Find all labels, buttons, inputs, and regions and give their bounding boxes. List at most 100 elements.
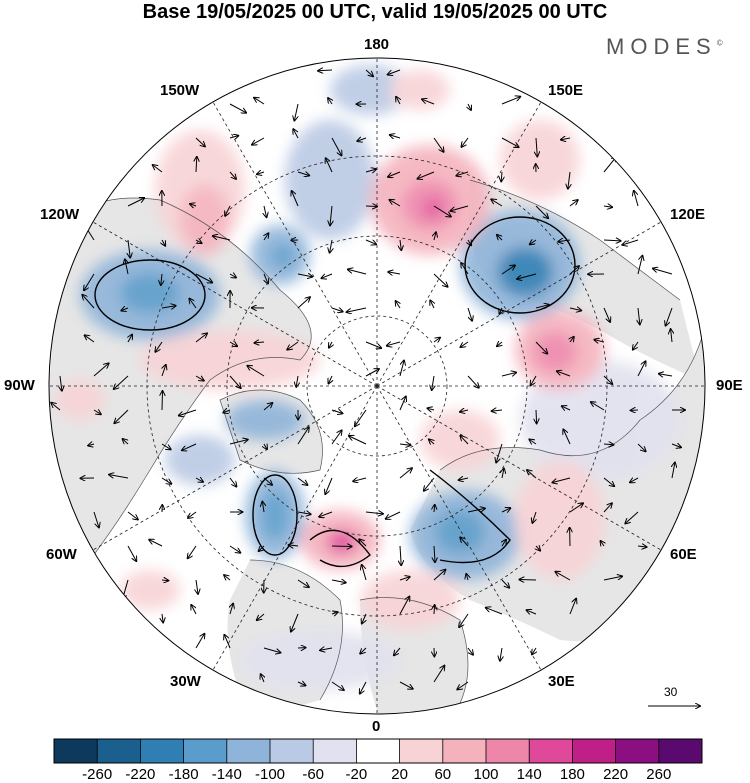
wind-arrow [128, 335, 132, 343]
wind-arrow [252, 137, 265, 145]
wind-arrow [82, 295, 95, 309]
wind-arrow [189, 299, 197, 309]
wind-arrow [297, 682, 306, 686]
wind-arrow [331, 681, 344, 690]
wind-arrow [229, 545, 240, 553]
wind-arrow [433, 273, 448, 287]
wind-arrow [109, 475, 129, 479]
wind-arrow [331, 137, 342, 155]
wind-arrow [468, 103, 471, 110]
wind-arrow [114, 375, 129, 389]
wind-arrow [326, 158, 333, 173]
colorbar-swatch [356, 739, 400, 763]
wind-arrow [467, 375, 479, 388]
wind-arrow [630, 478, 639, 482]
wind-arrow [365, 369, 379, 377]
wind-arrow [659, 374, 673, 376]
wind-arrow [195, 137, 205, 146]
wind-arrow [153, 165, 163, 173]
colorbar-tick-label: 20 [391, 766, 408, 783]
wind-arrow [637, 361, 646, 377]
wind-arrow [196, 579, 198, 594]
wind-arrow [459, 478, 469, 480]
graticule [49, 58, 705, 714]
colorbar-tick-label: -260 [82, 766, 113, 783]
colorbar-swatch [658, 739, 703, 763]
wind-arrow [400, 545, 401, 565]
wind-arrow [319, 511, 333, 517]
wind-arrow [501, 265, 515, 275]
wind-arrow [229, 342, 237, 346]
wind-arrow [557, 371, 571, 377]
wind-arrow [424, 477, 435, 491]
wind-arrow [394, 647, 401, 655]
wind-arrow [422, 99, 435, 105]
wind-arrow [467, 647, 473, 655]
wind-arrow [388, 69, 401, 75]
wind-arrow [467, 508, 485, 513]
wind-arrow [536, 409, 537, 423]
modes-logo: MODES© [606, 34, 723, 59]
wind-arrow [359, 539, 367, 547]
wind-arrow [292, 191, 299, 207]
wind-arrow [229, 274, 236, 278]
wind-arrow [633, 341, 639, 350]
lon-label-60w: 60W [46, 546, 77, 563]
wind-arrow [399, 577, 410, 580]
wind-arrow [360, 647, 367, 654]
wind-arrow [555, 572, 571, 581]
wind-arrow [517, 273, 537, 279]
wind-arrow [297, 427, 309, 445]
colorbar-frame [53, 738, 703, 764]
wind-arrow [229, 103, 246, 113]
wind-arrow [569, 308, 581, 311]
wind-arrow [390, 135, 401, 138]
wind-arrow [502, 540, 506, 547]
wind-arrow [329, 341, 332, 348]
wind-arrow [501, 373, 516, 377]
colorbar-tick-label: 140 [516, 766, 542, 783]
wind-arrow [622, 239, 639, 245]
wind-arrow [569, 266, 579, 275]
wind-arrow [569, 599, 576, 615]
wind-arrow [365, 341, 381, 348]
wind-arrow [365, 169, 376, 172]
wind-arrow [568, 171, 570, 189]
wind-arrow [161, 273, 162, 285]
wind-arrow [460, 436, 469, 445]
wind-arrow [535, 305, 549, 308]
colorbar-swatch [270, 739, 314, 763]
wind-arrow [430, 301, 434, 309]
wind-arrow [229, 440, 248, 445]
wind-arrow [297, 274, 312, 277]
wind-arrow [603, 503, 612, 513]
wind-arrow [399, 468, 412, 479]
wind-arrow [262, 502, 264, 513]
wind-arrow [433, 666, 444, 683]
wind-arrow [195, 333, 207, 343]
wind-arrow [501, 508, 510, 512]
wind-arrow [432, 375, 434, 390]
wind-arrow [501, 171, 502, 181]
wind-arrow [264, 205, 267, 217]
wind-arrow [365, 206, 377, 207]
colorbar-swatch [183, 739, 228, 763]
wind-arrow [325, 477, 333, 494]
wind-arrow [434, 545, 435, 562]
colorbar-swatch [313, 739, 357, 763]
wind-arrow [188, 545, 197, 558]
wind-arrow [637, 443, 646, 451]
wind-arrow [552, 477, 571, 483]
wind-arrow [149, 540, 163, 547]
wind-arrow [196, 157, 197, 173]
wind-arrow [353, 478, 367, 481]
wind-arrow [399, 397, 406, 411]
wind-arrow [291, 613, 299, 632]
colorbar-swatch [615, 739, 660, 763]
wind-arrow [527, 610, 537, 614]
wind-arrow [428, 408, 435, 410]
wind-arrow [467, 307, 472, 321]
wind-arrow [462, 137, 469, 147]
wind-arrow [461, 341, 469, 347]
